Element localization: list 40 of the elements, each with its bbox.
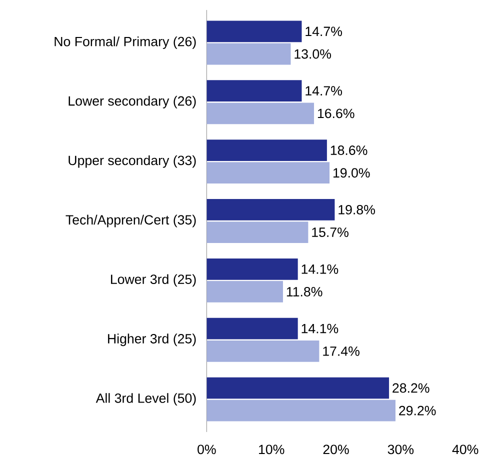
data-label: 19.0% <box>333 168 370 178</box>
x-tick-label: 30% <box>388 444 414 454</box>
x-tick-label: 0% <box>198 444 216 454</box>
x-tick-label: 20% <box>323 444 349 454</box>
data-label: 28.2% <box>392 383 430 393</box>
y-tick-label: Lower 3rd (25) <box>111 274 196 287</box>
bar <box>206 162 330 184</box>
y-tick-label: All 3rd Level (50) <box>96 393 196 406</box>
data-label: 19.8% <box>338 204 375 214</box>
y-tick-label: Upper secondary (33) <box>68 155 196 168</box>
y-tick-label: No Formal/ Primary (26) <box>54 36 196 49</box>
x-tick-label: 10% <box>259 444 284 454</box>
data-label: 16.6% <box>318 108 354 118</box>
data-label: 18.6% <box>330 146 368 155</box>
data-label: 14.1% <box>302 264 338 274</box>
data-label: 17.4% <box>323 346 360 356</box>
bar <box>206 400 396 422</box>
bar <box>206 43 291 65</box>
bar <box>206 102 314 124</box>
bar <box>206 340 320 362</box>
bar <box>206 199 335 220</box>
y-tick-label: Higher 3rd (25) <box>108 334 196 346</box>
data-label: 15.7% <box>312 228 348 237</box>
data-label: 29.2% <box>399 406 436 416</box>
x-tick-label: 40% <box>452 444 478 454</box>
y-tick-label: Tech/Appren/Cert (35) <box>66 214 196 228</box>
bar <box>206 281 283 302</box>
bar <box>206 20 302 42</box>
bar <box>206 377 390 399</box>
data-label: 14.7% <box>306 86 342 96</box>
bar <box>206 140 327 161</box>
bar <box>206 258 298 280</box>
data-label: 13.0% <box>294 49 332 59</box>
bar <box>206 222 308 243</box>
data-label: 11.8% <box>286 287 322 296</box>
y-tick-label: Lower secondary (26) <box>68 96 196 108</box>
bar <box>206 80 302 102</box>
bar <box>206 318 298 340</box>
data-label: 14.1% <box>302 324 338 334</box>
data-label: 14.7% <box>306 26 342 36</box>
